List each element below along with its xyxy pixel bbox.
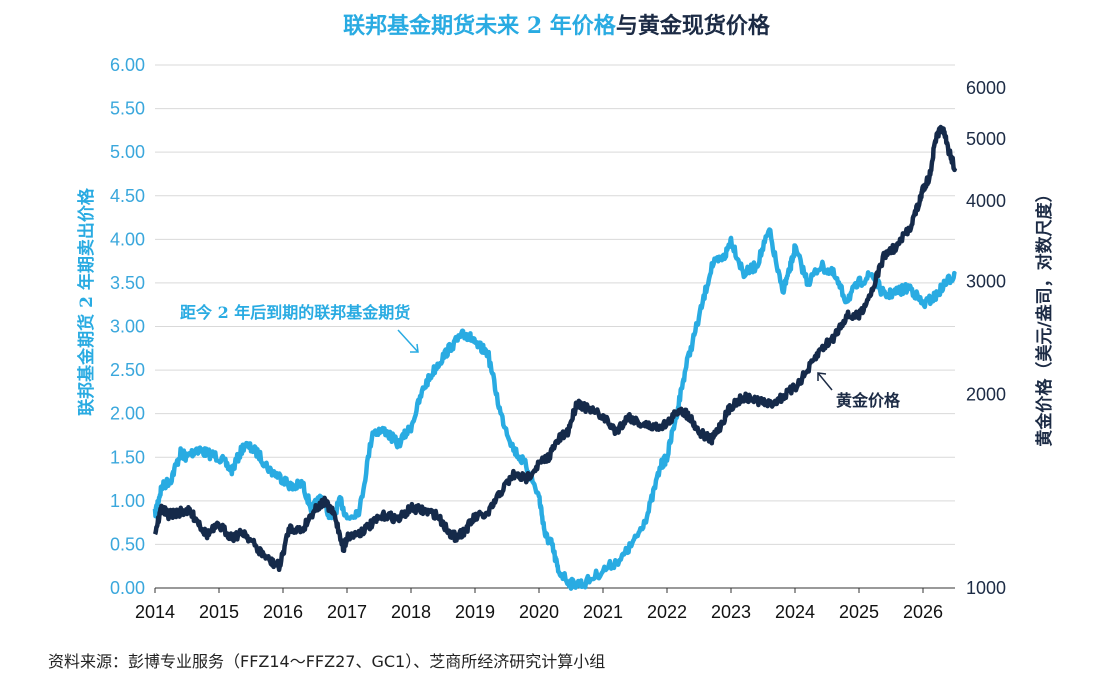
left-tick-label: 3.50 xyxy=(110,273,145,293)
x-tick-label: 2021 xyxy=(583,602,623,622)
fed-futures-annotation: 距今 2 年后到期的联邦基金期货 xyxy=(180,303,410,322)
annotations: 距今 2 年后到期的联邦基金期货 黄金价格 xyxy=(180,303,901,410)
x-tick-label: 2015 xyxy=(199,602,239,622)
right-axis-ticks: 1000 2000 3000 4000 5000 6000 xyxy=(966,78,1006,598)
right-tick-label: 1000 xyxy=(966,578,1006,598)
x-tick-label: 2018 xyxy=(391,602,431,622)
left-tick-label: 1.00 xyxy=(110,491,145,511)
x-tick-label: 2026 xyxy=(903,602,943,622)
x-axis-ticks: 2014 2015 2016 2017 2018 2019 2020 2021 2022 2023… xyxy=(135,587,955,622)
source-note: 资料来源：彭博专业服务（FFZ14～FFZ27、GC1）、芝商所经济研究计算小组 xyxy=(48,652,606,671)
x-tick-label: 2023 xyxy=(711,602,751,622)
grid-lines xyxy=(155,64,955,545)
fed-futures-line xyxy=(152,227,957,591)
left-tick-label: 4.50 xyxy=(110,186,145,206)
series-lines xyxy=(152,124,958,591)
x-tick-label: 2024 xyxy=(775,602,815,622)
right-tick-label: 3000 xyxy=(966,271,1006,291)
left-tick-label: 2.50 xyxy=(110,360,145,380)
right-tick-label: 2000 xyxy=(966,385,1006,405)
gold-price-annotation: 黄金价格 xyxy=(836,391,901,410)
x-tick-label: 2020 xyxy=(519,602,559,622)
fed-annotation-arrowhead xyxy=(410,343,419,353)
left-tick-label: 5.00 xyxy=(110,142,145,162)
left-tick-label: 1.50 xyxy=(110,447,145,467)
gold-price-line xyxy=(152,124,958,573)
right-axis-title: 黄金价格（美元/盎司，对数尺度） xyxy=(1034,185,1055,446)
x-tick-label: 2019 xyxy=(455,602,495,622)
left-tick-label: 4.00 xyxy=(110,229,145,249)
x-tick-label: 2016 xyxy=(263,602,303,622)
left-tick-label: 6.00 xyxy=(110,55,145,75)
fed-annotation-arrow xyxy=(397,329,419,353)
x-tick-label: 2025 xyxy=(839,602,879,622)
gold-annotation-arrowhead xyxy=(817,372,827,381)
left-tick-label: 0.50 xyxy=(110,534,145,554)
left-axis-ticks: 0.00 0.50 1.00 1.50 2.00 2.50 3.00 3.50 4.00 4.50… xyxy=(110,55,145,598)
x-tick-label: 2014 xyxy=(135,602,175,622)
x-tick-label: 2017 xyxy=(327,602,367,622)
left-tick-label: 0.00 xyxy=(110,578,145,598)
left-tick-label: 2.00 xyxy=(110,404,145,424)
right-tick-label: 6000 xyxy=(966,78,1006,98)
chart-title: 联邦基金期货未来 2 年价格与黄金现货价格 xyxy=(0,8,1113,40)
chart-title-part1: 联邦基金期货未来 2 年价格 xyxy=(343,13,616,39)
chart-title-part2: 与黄金现货价格 xyxy=(615,13,770,39)
right-tick-label: 4000 xyxy=(966,191,1006,211)
left-axis-title: 联邦基金期货 2 年期卖出价格 xyxy=(76,187,97,416)
x-tick-label: 2022 xyxy=(647,602,687,622)
right-tick-label: 5000 xyxy=(966,129,1006,149)
left-tick-label: 3.00 xyxy=(110,317,145,337)
left-tick-label: 5.50 xyxy=(110,99,145,119)
gold-annotation-arrow xyxy=(817,372,833,391)
